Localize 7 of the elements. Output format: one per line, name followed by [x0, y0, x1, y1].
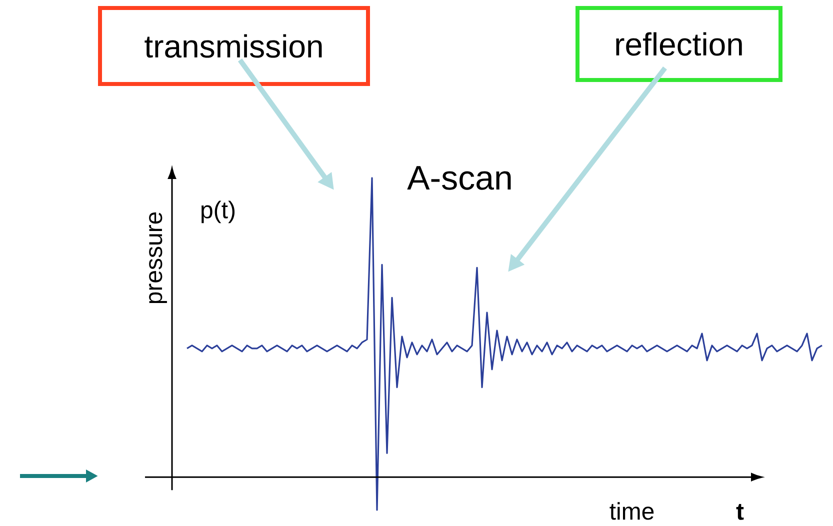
annotation: t — [736, 504, 744, 520]
y-axis-title: pressure — [149, 212, 167, 304]
annotation: p(t) — [202, 200, 235, 224]
text: transmission — [144, 34, 322, 58]
chart-title: A-scan — [407, 166, 511, 190]
x-axis-title: time — [610, 502, 654, 520]
text: reflection — [616, 32, 742, 56]
